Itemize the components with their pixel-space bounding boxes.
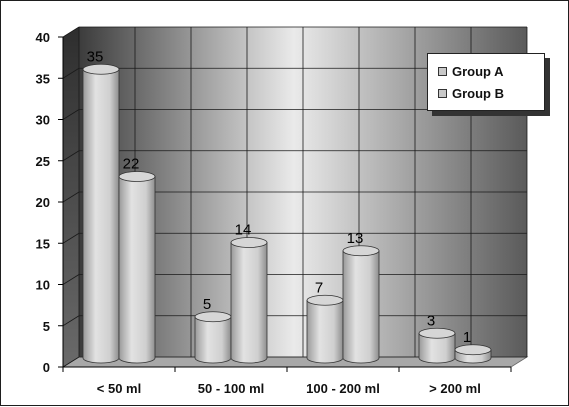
- legend-swatch-group-b: [438, 89, 447, 98]
- bar-top: [419, 328, 455, 338]
- bar-top: [195, 312, 231, 322]
- bar: [195, 312, 231, 363]
- y-tick-label: 40: [36, 30, 50, 45]
- legend-label-group-a: Group A: [452, 64, 504, 79]
- bar: [307, 295, 343, 363]
- bar-body: [307, 300, 343, 363]
- data-label: 3: [427, 312, 435, 329]
- bar: [83, 64, 119, 363]
- legend-swatch-group-a: [438, 67, 447, 76]
- bar-body: [195, 317, 231, 363]
- legend-item-group-a: Group A: [438, 60, 544, 82]
- data-label: 14: [235, 222, 252, 239]
- data-label: 5: [203, 296, 211, 313]
- bar-top: [455, 345, 491, 355]
- data-label: 13: [347, 230, 364, 247]
- x-tick-label: 50 - 100 ml: [198, 381, 265, 396]
- data-label: 22: [123, 156, 140, 173]
- bar-top: [83, 64, 119, 74]
- x-tick-label: > 200 ml: [429, 381, 481, 396]
- bar-top: [231, 238, 267, 248]
- legend-label-group-b: Group B: [452, 86, 504, 101]
- bar-body: [119, 177, 155, 363]
- legend: Group A Group B: [427, 53, 545, 111]
- bar: [419, 328, 455, 363]
- legend-item-group-b: Group B: [438, 82, 544, 104]
- y-tick-label: 10: [36, 278, 50, 293]
- bar-body: [343, 251, 379, 363]
- bar-top: [307, 295, 343, 305]
- x-tick-label: < 50 ml: [97, 381, 141, 396]
- bar-body: [231, 243, 267, 364]
- y-tick-label: 35: [36, 71, 50, 86]
- bar: [119, 172, 155, 363]
- bar: [231, 238, 267, 364]
- y-tick-label: 30: [36, 113, 50, 128]
- bar-top: [343, 246, 379, 256]
- y-tick-label: 20: [36, 195, 50, 210]
- x-tick-label: 100 - 200 ml: [306, 381, 380, 396]
- bar-body: [83, 69, 119, 363]
- data-label: 7: [315, 279, 323, 296]
- y-tick-label: 15: [36, 236, 50, 251]
- bar-top: [119, 172, 155, 182]
- y-tick-label: 0: [43, 360, 50, 375]
- x-axis: < 50 ml 50 - 100 ml 100 - 200 ml > 200 ml: [63, 367, 511, 396]
- data-label: 1: [463, 329, 471, 346]
- bar: [455, 345, 491, 363]
- data-label: 35: [87, 48, 104, 65]
- y-axis: 0 5 10 15 20 25 30 35 40: [36, 30, 63, 375]
- y-tick-label: 5: [43, 319, 50, 334]
- bar: [343, 246, 379, 363]
- y-tick-label: 25: [36, 154, 50, 169]
